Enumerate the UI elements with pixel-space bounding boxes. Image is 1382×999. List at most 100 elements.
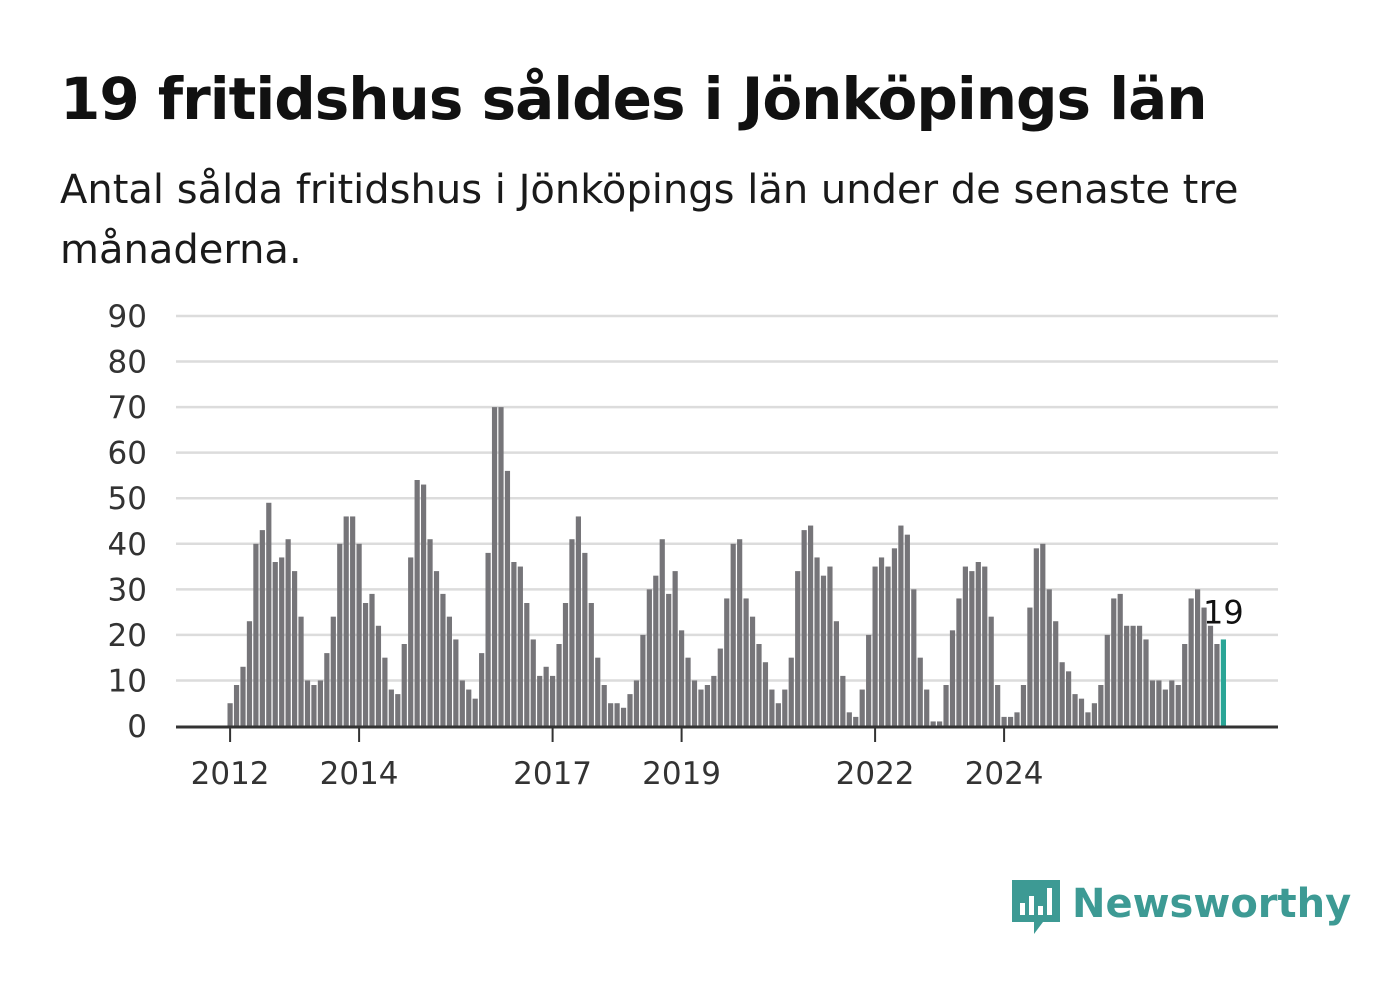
bar [498, 407, 504, 726]
bar [369, 593, 375, 726]
bar [743, 598, 749, 726]
bar [491, 407, 498, 726]
bar [1214, 644, 1220, 726]
bar [1007, 716, 1014, 726]
bar [872, 566, 878, 726]
bar [375, 625, 382, 726]
bar [446, 616, 452, 726]
bar [556, 644, 562, 726]
bar [304, 680, 311, 726]
bar [840, 675, 846, 726]
x-tick-label: 2014 [320, 756, 399, 792]
bar [537, 675, 543, 726]
y-tick-label: 20 [108, 618, 147, 654]
bar [601, 685, 607, 726]
bar [401, 644, 407, 726]
bar [298, 616, 304, 726]
x-tick-label: 2022 [836, 756, 915, 792]
bar [1111, 598, 1117, 726]
bar [659, 539, 665, 726]
bar [1117, 593, 1123, 726]
brand-name: Newsworthy [1072, 881, 1352, 927]
bar [311, 685, 317, 726]
bar [279, 557, 285, 726]
bar [272, 562, 278, 726]
bar [724, 598, 730, 726]
bar [1085, 712, 1091, 726]
bar [672, 571, 678, 726]
bar-highlight [1220, 639, 1226, 726]
bar [711, 675, 717, 726]
bar [575, 516, 581, 726]
bar [511, 562, 517, 726]
bar [608, 703, 614, 726]
bar [646, 589, 652, 726]
bar [1207, 625, 1214, 726]
bar [459, 680, 465, 726]
bar [414, 480, 420, 726]
bar [1169, 680, 1175, 726]
bar [666, 593, 672, 726]
bar [640, 634, 646, 726]
bar [524, 603, 530, 726]
bar [820, 575, 827, 726]
bar [679, 630, 685, 726]
y-tick-label: 70 [108, 390, 147, 426]
bar [749, 616, 756, 726]
bar [433, 571, 440, 726]
bar [562, 603, 569, 726]
bar [582, 552, 588, 726]
bar [421, 484, 427, 726]
bar [504, 470, 511, 726]
bar [1182, 644, 1188, 726]
bar [698, 689, 704, 726]
bar [943, 685, 949, 726]
bar [808, 525, 814, 726]
bar [995, 685, 1001, 726]
bar [1046, 589, 1052, 726]
bar-chart: 0 10 20 30 40 50 60 70 80 90 2012 2014 2017 2019 2022 2… [108, 299, 1278, 792]
bar [466, 689, 472, 726]
bar [343, 516, 349, 726]
bar [814, 557, 820, 726]
bar [620, 707, 627, 726]
bar [1001, 716, 1007, 726]
bar [266, 502, 272, 726]
bar [859, 689, 865, 726]
bar [395, 694, 401, 726]
y-tick-label: 60 [108, 436, 147, 472]
bar [1162, 689, 1168, 726]
bar [898, 525, 904, 726]
bar [737, 539, 743, 726]
bar [453, 639, 459, 726]
y-tick-label: 80 [108, 345, 147, 381]
bar [292, 571, 298, 726]
bar [911, 589, 917, 726]
bar [1020, 685, 1027, 726]
bar [1104, 634, 1110, 726]
bar [717, 648, 723, 726]
bar [1078, 698, 1085, 726]
bar [246, 621, 253, 726]
y-tick-label: 30 [108, 572, 147, 608]
bar [1136, 625, 1143, 726]
x-tick-label: 2012 [191, 756, 270, 792]
bar [949, 630, 956, 726]
x-tick-label: 2017 [513, 756, 592, 792]
bar [440, 593, 446, 726]
bar [550, 675, 556, 726]
bar [1156, 680, 1162, 726]
bar [530, 639, 536, 726]
bar [382, 657, 388, 726]
bar [1091, 703, 1097, 726]
bar [1014, 712, 1020, 726]
bar [633, 680, 640, 726]
x-tick-label: 2024 [965, 756, 1044, 792]
bar [614, 703, 620, 726]
bar [388, 689, 394, 726]
highlight-value-label: 19 [1203, 593, 1244, 631]
y-tick-label: 10 [108, 663, 147, 699]
bar [795, 571, 801, 726]
bar [801, 530, 807, 726]
bar [1124, 625, 1130, 726]
